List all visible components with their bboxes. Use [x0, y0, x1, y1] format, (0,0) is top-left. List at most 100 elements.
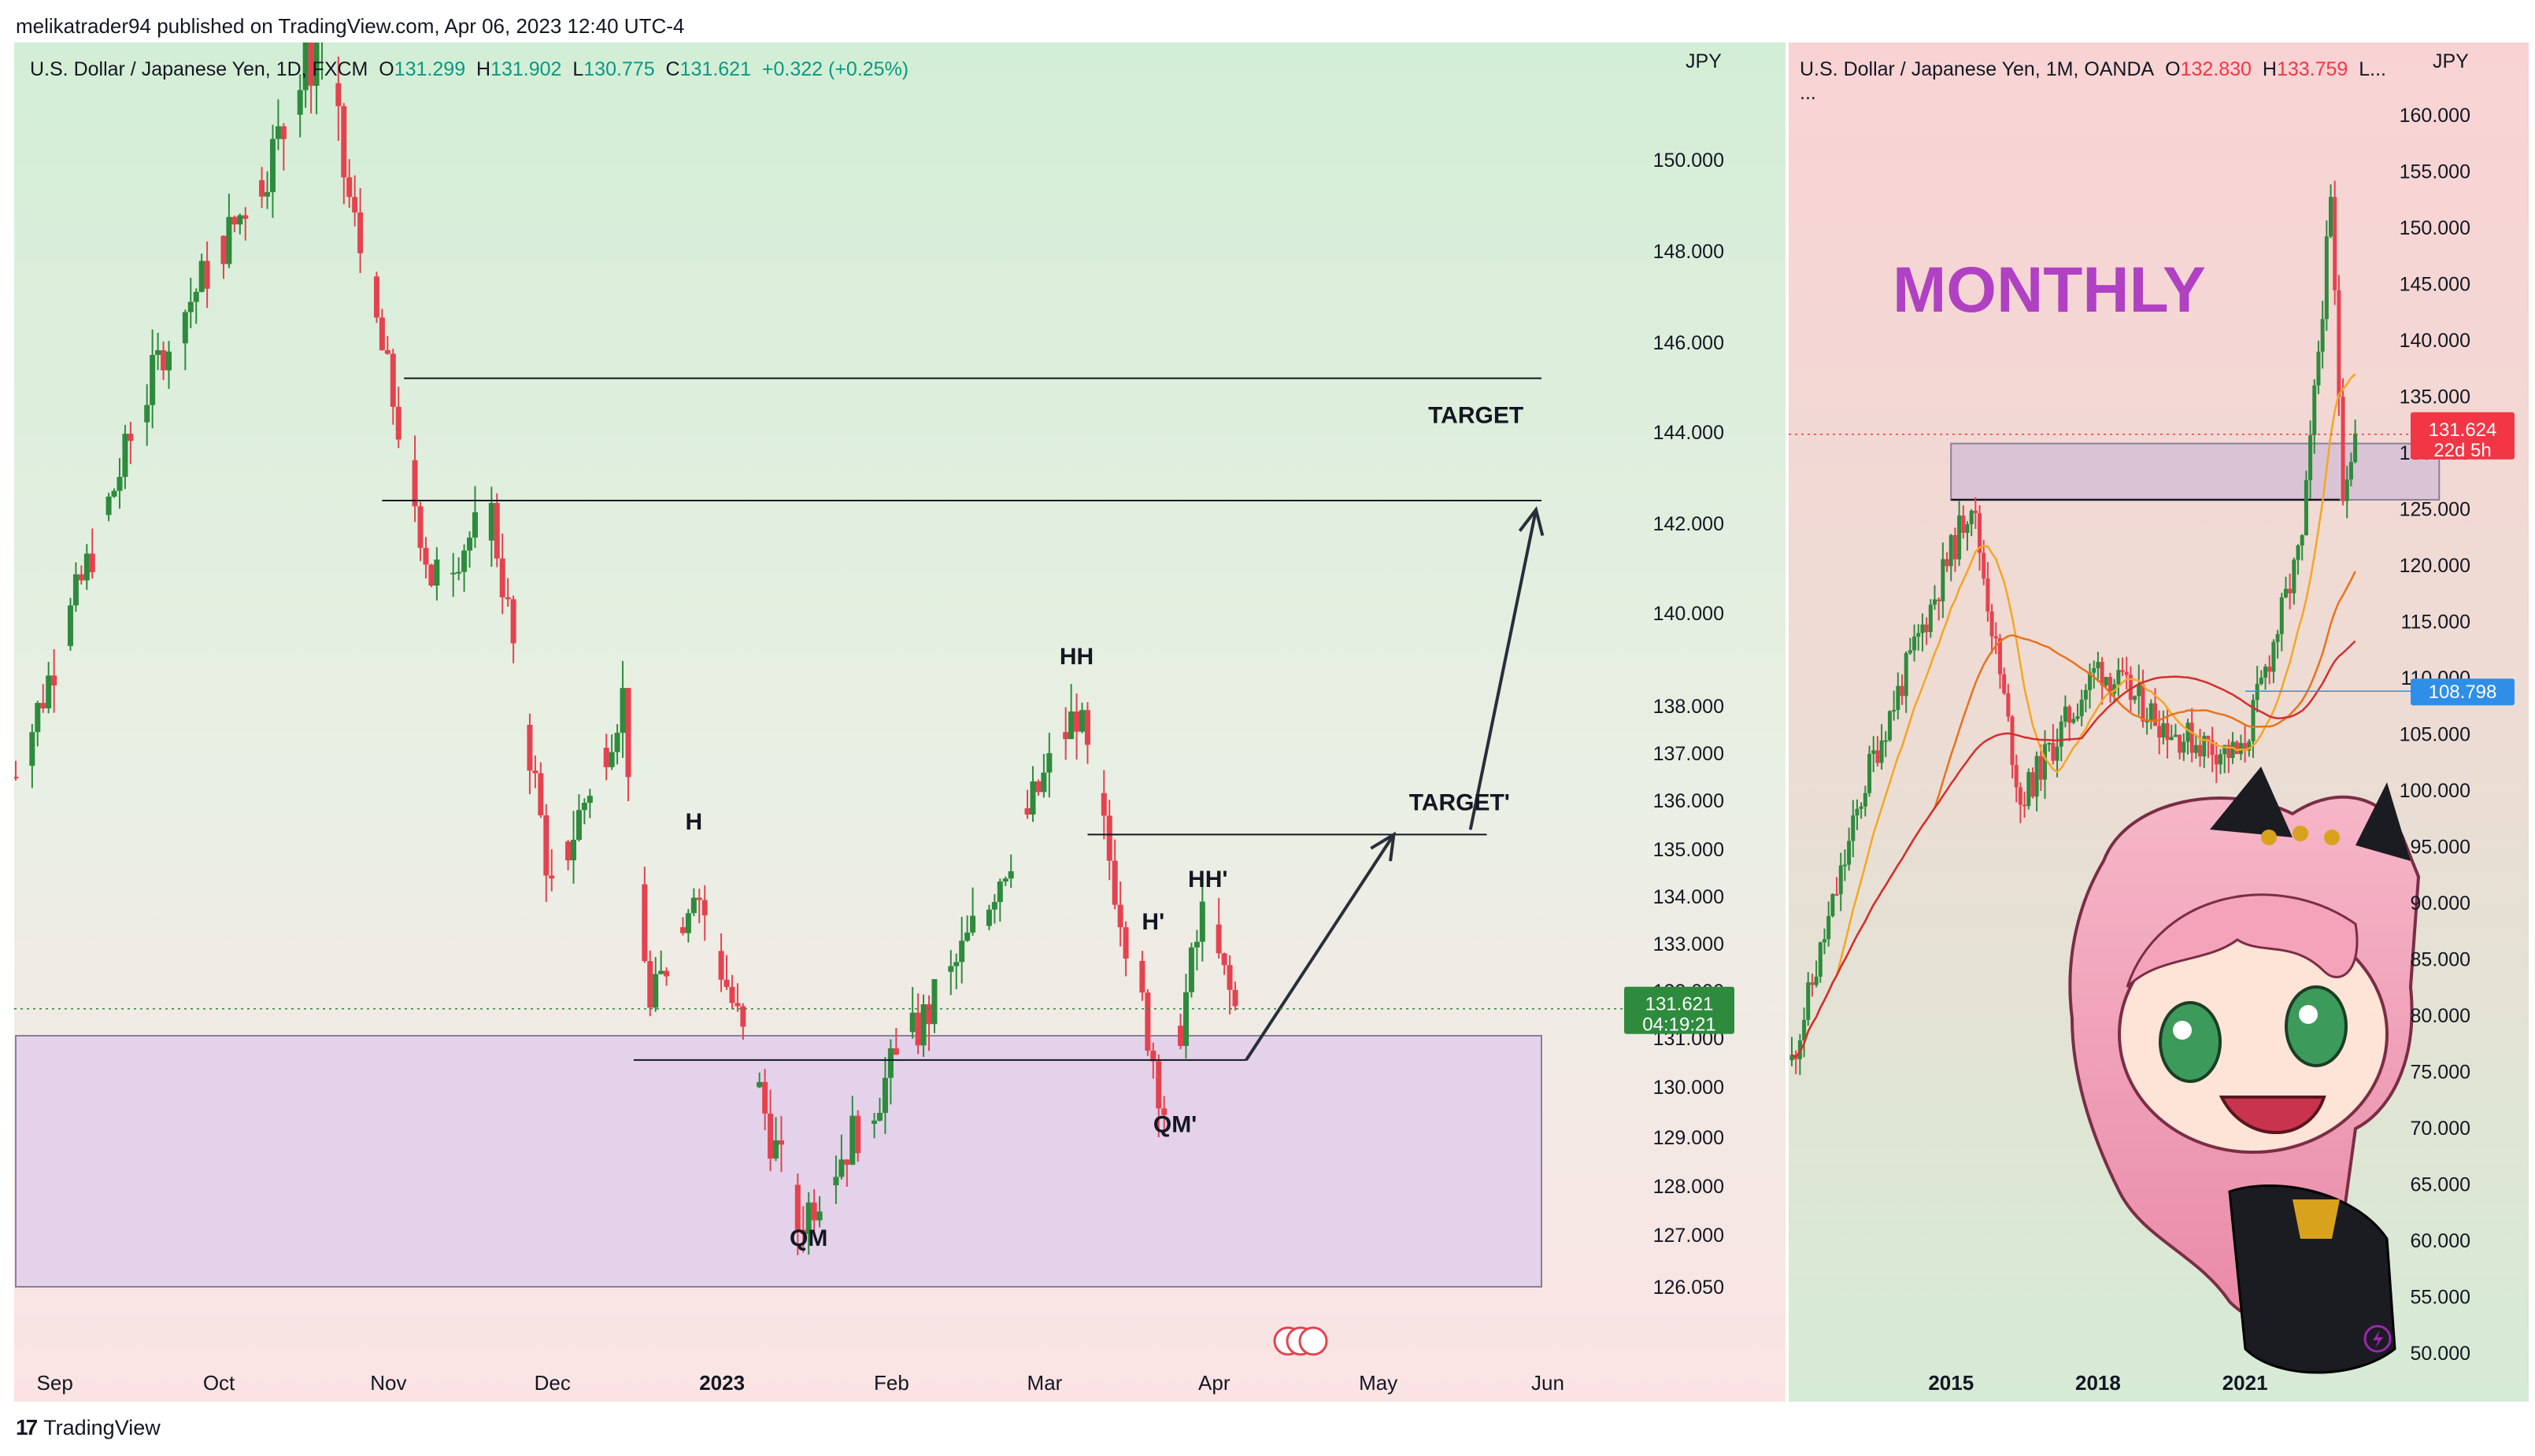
daily-y-tick: 140.000 — [1653, 603, 1724, 625]
monthly-legend: U.S. Dollar / Japanese Yen, 1M, OANDA O1… — [1800, 58, 2386, 81]
daily-candle-body — [1068, 711, 1075, 740]
daily-candle-body — [193, 291, 199, 302]
monthly-candle-body — [2198, 745, 2203, 757]
monthly-candle-body — [2288, 589, 2293, 593]
monthly-candle-body — [1879, 740, 1884, 763]
monthly-open-label: O — [2165, 58, 2181, 80]
monthly-candle-body — [2059, 721, 2063, 747]
monthly-candle-body — [1928, 604, 1933, 633]
monthly-candle-body — [2067, 706, 2072, 723]
daily-candle-body — [549, 875, 555, 879]
daily-candle-body — [970, 915, 976, 933]
daily-candle-body — [800, 1229, 806, 1234]
monthly-candle-body — [2169, 737, 2174, 741]
monthly-candle-body — [2202, 735, 2207, 757]
pattern-label-hh: HH — [1060, 644, 1094, 670]
daily-y-tick: 133.000 — [1653, 933, 1724, 955]
daily-candle-body — [1188, 947, 1194, 992]
monthly-candle-body — [1871, 750, 1876, 754]
monthly-candle-body — [2348, 461, 2353, 480]
daily-candle-body — [1232, 989, 1238, 1007]
monthly-x-tick: 2018 — [2075, 1371, 2121, 1395]
monthly-candle-body — [2148, 703, 2153, 721]
daily-candle-body — [1161, 1108, 1168, 1115]
monthly-candle-body — [2100, 662, 2104, 686]
daily-candle-body — [390, 353, 396, 407]
daily-y-tick: 142.000 — [1653, 513, 1724, 535]
daily-candle-body — [242, 215, 249, 220]
monthly-candle-body — [2173, 734, 2178, 737]
daily-y-tick: 127.000 — [1653, 1225, 1724, 1247]
daily-candle-body — [1117, 904, 1123, 928]
daily-candle-body — [565, 841, 572, 861]
daily-candle-body — [434, 559, 440, 586]
footer-brand[interactable]: 17 TradingView — [16, 1415, 161, 1440]
daily-x-tick: Sep — [37, 1371, 73, 1395]
daily-candle-body — [494, 503, 500, 559]
monthly-candle-body — [2275, 634, 2280, 642]
daily-candle-body — [778, 1140, 784, 1145]
events-flags-icon — [1273, 1326, 1328, 1356]
monthly-candle-body — [2034, 756, 2039, 797]
daily-y-tick: 134.000 — [1653, 886, 1724, 908]
daily-candle-body — [762, 1081, 768, 1114]
monthly-candle-body — [2161, 722, 2166, 738]
monthly-candle-body — [1952, 534, 1957, 560]
daily-y-tick: 130.000 — [1653, 1077, 1724, 1099]
monthly-candle-body — [2234, 741, 2239, 754]
daily-x-tick: Feb — [874, 1371, 909, 1395]
daily-candle-body — [144, 405, 150, 423]
daily-candle-body — [1041, 772, 1047, 793]
daily-candle-body — [893, 1048, 899, 1055]
monthly-ma-tag — [2411, 678, 2515, 706]
monthly-candle-body — [2344, 479, 2349, 501]
monthly-candle-body — [2153, 703, 2158, 726]
daily-candle-body — [679, 927, 686, 933]
monthly-high-label: H — [2262, 58, 2277, 80]
monthly-candle-body — [2055, 746, 2059, 761]
pattern-label-qm-prime: QM' — [1153, 1112, 1197, 1138]
monthly-chart-svg[interactable]: 160.000 155.000 150.000 145.000 140.000 135.0… — [1789, 42, 2529, 1402]
monthly-price-tag — [2411, 412, 2515, 460]
monthly-candle-body — [2051, 742, 2056, 761]
monthly-candle-body — [1847, 841, 1852, 865]
monthly-candle-body — [1948, 534, 1953, 567]
daily-candle-body — [155, 350, 161, 356]
demand-zone — [15, 1035, 1542, 1288]
daily-candle-body — [718, 951, 724, 980]
daily-candle-body — [117, 476, 123, 491]
daily-currency-unit: JPY — [1686, 50, 1722, 72]
daily-candle-body — [1002, 878, 1008, 882]
monthly-candle-body — [2329, 197, 2333, 237]
monthly-price-tag-countdown: 22d 5h — [2433, 440, 2491, 461]
daily-candle-body — [395, 406, 402, 440]
lightning-icon[interactable] — [2363, 1325, 2392, 1353]
monthly-candle-body — [2022, 804, 2027, 807]
monthly-candle-body — [2133, 696, 2137, 700]
daily-candle-body — [690, 897, 697, 914]
monthly-y-tick: 55.000 — [2411, 1287, 2470, 1309]
daily-candle-body — [986, 909, 992, 926]
monthly-candle-body — [2259, 678, 2263, 684]
monthly-candle-body — [1937, 599, 1941, 601]
monthly-candle-body — [2304, 480, 2308, 536]
daily-candle-body — [105, 496, 112, 516]
daily-candle-body — [757, 1081, 763, 1088]
monthly-y-tick: 90.000 — [2411, 892, 2470, 915]
daily-candle-body — [658, 970, 664, 974]
monthly-chart-pane[interactable]: 160.000 155.000 150.000 145.000 140.000 135.0… — [1789, 42, 2529, 1402]
monthly-candle-body — [1826, 916, 1831, 940]
daily-candle-body — [773, 1140, 779, 1159]
daily-candle-body — [308, 42, 314, 86]
monthly-y-tick: 70.000 — [2411, 1118, 2470, 1140]
monthly-more[interactable]: L... — [2359, 58, 2386, 80]
monthly-candle-body — [2014, 764, 2019, 788]
monthly-high: 133.759 — [2276, 58, 2348, 80]
projection-arrow-0 — [1245, 833, 1396, 1061]
monthly-legend-ellipsis[interactable]: ... — [1800, 82, 1816, 104]
monthly-candle-body — [2300, 535, 2304, 546]
monthly-candle-body — [1802, 1019, 1807, 1041]
monthly-candle-body — [1961, 516, 1966, 534]
